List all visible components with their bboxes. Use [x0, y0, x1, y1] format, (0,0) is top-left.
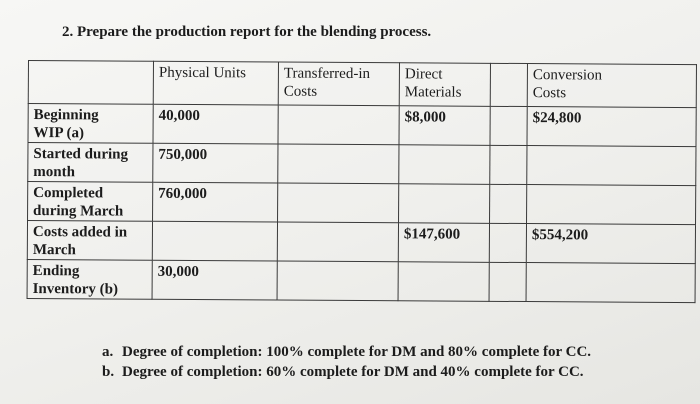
extra-cell — [489, 145, 527, 185]
physical-units-cell: 760,000 — [152, 182, 278, 223]
conversion-cell — [526, 145, 696, 186]
transferred-in-cell — [277, 222, 399, 262]
note-marker: b. — [102, 364, 115, 380]
table-row-completed: Completed during March 760,000 — [27, 181, 696, 225]
header-extra-cell — [490, 63, 528, 107]
row-label: Beginning WIP (a) — [27, 103, 154, 144]
direct-materials-cell — [398, 144, 490, 185]
header-row: Physical Units Transferred-in Costs Dire… — [28, 60, 697, 108]
extra-cell — [489, 223, 527, 263]
conversion-cell — [526, 262, 696, 303]
header-physical-units: Physical Units — [153, 61, 279, 106]
question-heading: 2. Prepare the production report for the… — [62, 24, 432, 40]
transferred-in-cell — [277, 105, 400, 145]
header-direct-materials: Direct Materials — [399, 62, 491, 107]
note-marker: a. — [102, 344, 114, 360]
note-text: Degree of completion: 100% complete for … — [122, 344, 592, 360]
table-row-beginning-wip: Beginning WIP (a) 40,000 $8,000 $24,800 — [27, 103, 697, 147]
completion-notes: a. Degree of completion: 100% complete fo… — [102, 342, 591, 382]
conversion-cell — [526, 184, 696, 225]
production-report-table: Physical Units Transferred-in Costs Dire… — [27, 60, 697, 303]
extra-cell — [489, 262, 527, 302]
table-row-ending-inventory: Ending Inventory (b) 30,000 — [27, 259, 696, 303]
physical-units-cell — [152, 221, 278, 262]
direct-materials-cell — [398, 183, 490, 224]
transferred-in-cell — [277, 144, 399, 184]
note-b: b. Degree of completion: 60% complete for… — [102, 362, 591, 382]
physical-units-cell: 750,000 — [152, 143, 278, 184]
physical-units-cell: 30,000 — [152, 260, 278, 301]
row-label: Costs added in March — [27, 220, 153, 261]
header-conversion-costs: Conversion Costs — [527, 63, 697, 108]
direct-materials-cell — [398, 261, 490, 302]
row-label: Completed during March — [27, 181, 153, 222]
row-label: Ending Inventory (b) — [27, 259, 153, 300]
header-transferred-in-costs: Transferred-in Costs — [278, 62, 400, 106]
transferred-in-cell — [277, 261, 399, 301]
header-label-cell — [28, 60, 154, 105]
note-a: a. Degree of completion: 100% complete fo… — [102, 342, 591, 362]
conversion-cell: $24,800 — [526, 106, 697, 147]
direct-materials-cell: $8,000 — [398, 105, 491, 146]
table-row-costs-added: Costs added in March $147,600 $554,200 — [27, 220, 696, 264]
extra-cell — [489, 106, 528, 146]
note-text: Degree of completion: 60% complete for D… — [122, 364, 584, 380]
physical-units-cell: 40,000 — [152, 104, 279, 145]
row-label: Started during month — [27, 142, 153, 183]
table-row-started: Started during month 750,000 — [27, 142, 696, 186]
extra-cell — [489, 184, 527, 224]
transferred-in-cell — [277, 183, 399, 223]
conversion-cell: $554,200 — [526, 223, 696, 264]
direct-materials-cell: $147,600 — [398, 222, 490, 263]
